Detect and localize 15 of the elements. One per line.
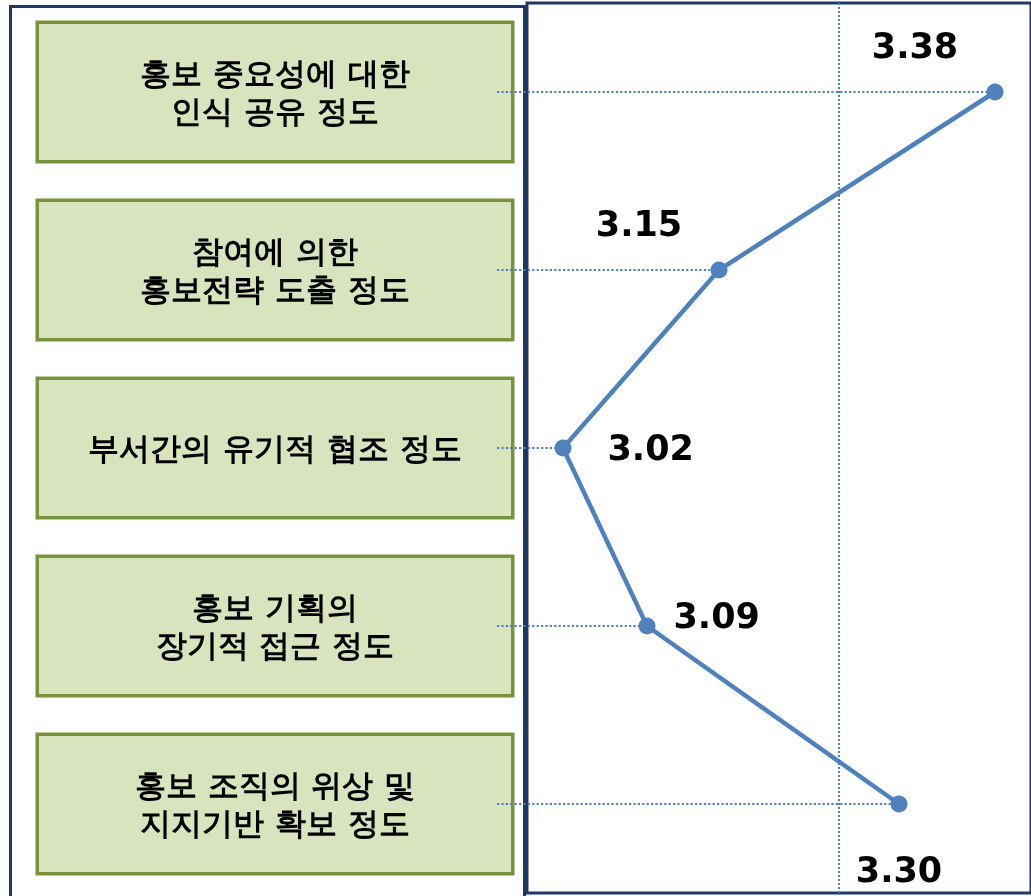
data-label: 3.30 bbox=[855, 850, 943, 890]
data-label: 3.02 bbox=[607, 428, 694, 468]
point bbox=[710, 261, 728, 279]
point bbox=[638, 617, 656, 635]
y-tick-label: 참여에 의한 홍보전략 도출 정도 bbox=[140, 233, 410, 307]
y-tick-label: 홍보 기획의 장기적 접근 정도 bbox=[155, 589, 395, 663]
point bbox=[554, 439, 572, 457]
data-label: 3.38 bbox=[871, 26, 959, 66]
point bbox=[986, 83, 1004, 101]
point bbox=[890, 795, 908, 813]
y-tick-label: 홍보 조직의 위상 및 지지기반 확보 정도 bbox=[134, 767, 416, 841]
y-tick-label: 홍보 중요성에 대한 인식 공유 정도 bbox=[140, 55, 410, 129]
data-label: 3.09 bbox=[673, 596, 760, 636]
data-label: 3.15 bbox=[595, 204, 683, 244]
y-tick-label: 부서간의 유기적 협조 정도 bbox=[88, 430, 462, 466]
